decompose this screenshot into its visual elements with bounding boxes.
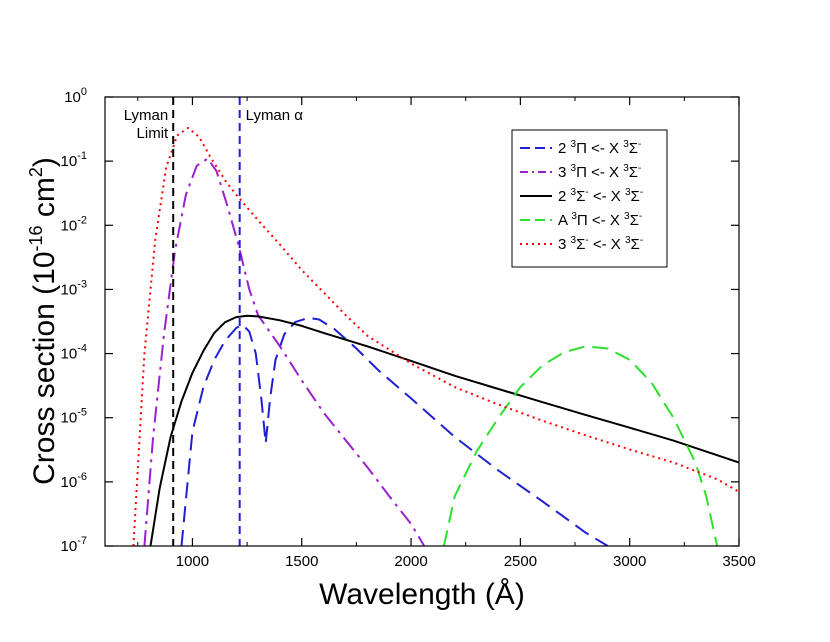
y-tick-label-6: 10-2 (61, 214, 87, 234)
y-tick-label-1: 10-7 (61, 535, 87, 555)
legend-label-1: 2 3Π <- X 3Σ- (558, 139, 641, 157)
legend-label-2: 3 3Π <- X 3Σ- (558, 163, 641, 181)
y-tick-label-8: 100 (64, 86, 87, 106)
x-tick-label-4: 2500 (504, 553, 537, 570)
y-axis-title-exp: -16 (26, 225, 46, 251)
y-tick-label-5: 10-3 (61, 278, 87, 298)
series-layer (132, 126, 739, 546)
x-tick-label-1: 1000 (176, 553, 209, 570)
series-line-1 (180, 316, 609, 546)
series-line-4 (442, 345, 719, 546)
series-line-2 (143, 157, 426, 546)
vline-label-1-2: Limit (137, 125, 170, 142)
y-tick-label-2: 10-6 (61, 471, 87, 491)
y-axis-title-close: ) (28, 157, 61, 167)
plot-frame (104, 96, 740, 547)
y-axis-title-main: Cross section (10 (28, 251, 61, 484)
y-axis-title: Cross section (10-16 cm2) (26, 157, 61, 485)
vline-label-2-1: Lyman α (246, 107, 304, 124)
y-axis-title-unit: cm (28, 177, 61, 225)
x-tick-label-5: 3000 (613, 553, 646, 570)
legend-label-3: 2 3Σ- <- X 3Σ- (558, 187, 643, 205)
legend-label-4: A 3Π <- X 3Σ- (558, 211, 642, 229)
x-axis-title: Wavelength (Å) (319, 578, 525, 611)
vline-label-1-1: Lyman (124, 107, 168, 124)
legend-box (511, 129, 668, 268)
legend-entries: 2 3Π <- X 3Σ- 3 3Π <- X 3Σ- 2 3Σ- <- X 3Σ-… (520, 139, 643, 253)
y-tick-label-7: 10-1 (61, 150, 87, 170)
y-tick-label-3: 10-5 (61, 407, 87, 427)
x-tick-label-3: 2000 (394, 553, 427, 570)
x-tick-label-2: 1500 (285, 553, 318, 570)
series-line-3 (149, 314, 739, 546)
y-axis-title-unit-exp: 2 (26, 167, 46, 177)
y-tick-label-4: 10-4 (61, 343, 87, 363)
legend: 2 3Π <- X 3Σ- 3 3Π <- X 3Σ- 2 3Σ- <- X 3Σ-… (511, 129, 668, 268)
tick-layer: 1000 1500 2000 2500 3000 3500 10-7 10-6 10-5 10-4… (61, 86, 756, 570)
legend-label-5: 3 3Σ- <- X 3Σ- (558, 235, 643, 253)
x-tick-label-6: 3500 (722, 553, 755, 570)
